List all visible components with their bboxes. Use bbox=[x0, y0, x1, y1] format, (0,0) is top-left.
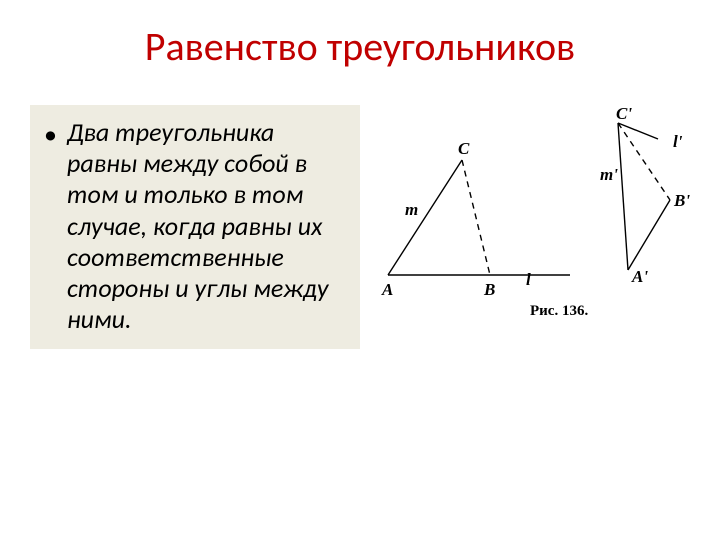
svg-text:B': B' bbox=[673, 191, 690, 210]
bullet-line: • Два треугольника равны между собой в т… bbox=[44, 117, 346, 335]
bullet-marker: • bbox=[44, 119, 57, 150]
svg-text:A: A bbox=[381, 280, 393, 299]
svg-text:m': m' bbox=[600, 165, 618, 184]
svg-text:l': l' bbox=[673, 132, 683, 151]
svg-text:C: C bbox=[458, 139, 470, 158]
svg-text:l: l bbox=[526, 270, 531, 289]
svg-text:m: m bbox=[405, 200, 418, 219]
figure-block: A B Cm A' B' C' m' l l' Рис. 136. bbox=[370, 105, 690, 345]
content-row: • Два треугольника равны между собой в т… bbox=[30, 105, 690, 349]
triangles-diagram: A B Cm A' B' C' m' l l' Рис. 136. bbox=[370, 105, 690, 345]
page-title: Равенство треугольников bbox=[50, 25, 670, 69]
title-block: Равенство треугольников bbox=[30, 10, 690, 84]
svg-text:Рис. 136.: Рис. 136. bbox=[530, 303, 588, 319]
svg-text:C': C' bbox=[616, 105, 632, 123]
svg-text:B: B bbox=[483, 280, 495, 299]
svg-text:A': A' bbox=[631, 267, 648, 286]
bullet-block: • Два треугольника равны между собой в т… bbox=[30, 105, 360, 349]
bullet-text: Два треугольника равны между собой в том… bbox=[67, 117, 346, 335]
